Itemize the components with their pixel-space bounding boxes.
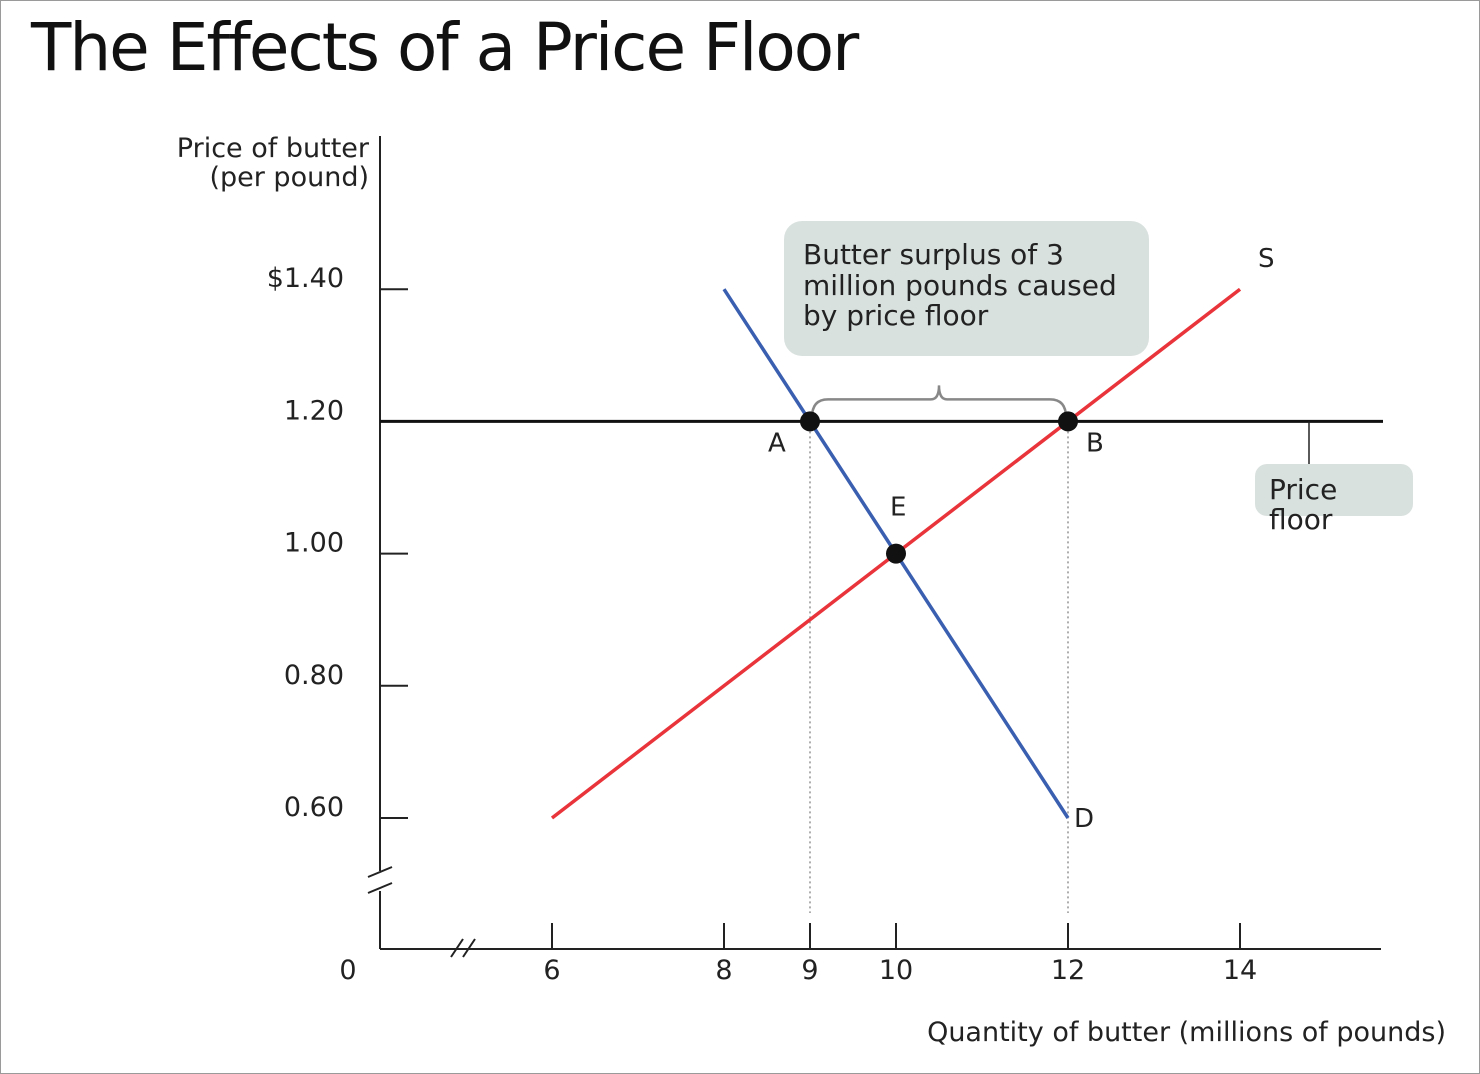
x-tick-label-14: 14: [1223, 955, 1257, 986]
x-tick-label-6: 6: [543, 955, 560, 986]
y-tick-label-1-00: 1.00: [284, 528, 344, 559]
y-tick-label-0-80: 0.80: [284, 660, 344, 691]
y-axis-break-mark-2: [367, 882, 393, 894]
series-label-d: D: [1074, 804, 1094, 834]
y-axis-label-line-2: (per pound): [209, 162, 369, 193]
x-axis-break-mark-1: [450, 938, 464, 958]
point-label-a: A: [768, 428, 786, 458]
point-e: [886, 543, 906, 564]
price-floor-label-line-2: floor: [1269, 503, 1333, 536]
y-axis-break-mark-1: [367, 866, 393, 878]
surplus-annotation-line-3: by price floor: [803, 299, 989, 332]
surplus-annotation-line-2: million pounds caused: [803, 269, 1117, 302]
x-tick-label-12: 12: [1051, 955, 1085, 986]
x-tick-label-10: 10: [879, 955, 913, 986]
origin-label: 0: [339, 955, 356, 986]
price-floor-label-line-1: Price: [1269, 473, 1337, 506]
y-axis-label-line-1: Price of butter: [177, 133, 370, 164]
point-b: [1058, 411, 1078, 432]
point-label-e: E: [890, 493, 906, 523]
x-axis-break-mark-2: [462, 938, 476, 958]
y-tick-label-0-60: 0.60: [284, 792, 344, 823]
point-label-b: B: [1086, 428, 1104, 458]
chart-title: The Effects of a Price Floor: [31, 9, 859, 86]
x-axis-label: Quantity of butter (millions of pounds): [927, 1017, 1446, 1048]
point-a: [800, 411, 820, 432]
x-tick-label-8: 8: [715, 955, 732, 986]
price-floor-callout-box: [1255, 464, 1413, 516]
surplus-callout-box: [784, 221, 1149, 356]
x-tick-label-9: 9: [801, 955, 818, 986]
surplus-brace: [810, 385, 1068, 418]
series-label-s: S: [1258, 244, 1275, 274]
y-tick-label-1-40: $1.40: [267, 263, 344, 294]
surplus-annotation-line-1: Butter surplus of 3: [803, 238, 1064, 271]
y-tick-label-1-20: 1.20: [284, 395, 344, 426]
